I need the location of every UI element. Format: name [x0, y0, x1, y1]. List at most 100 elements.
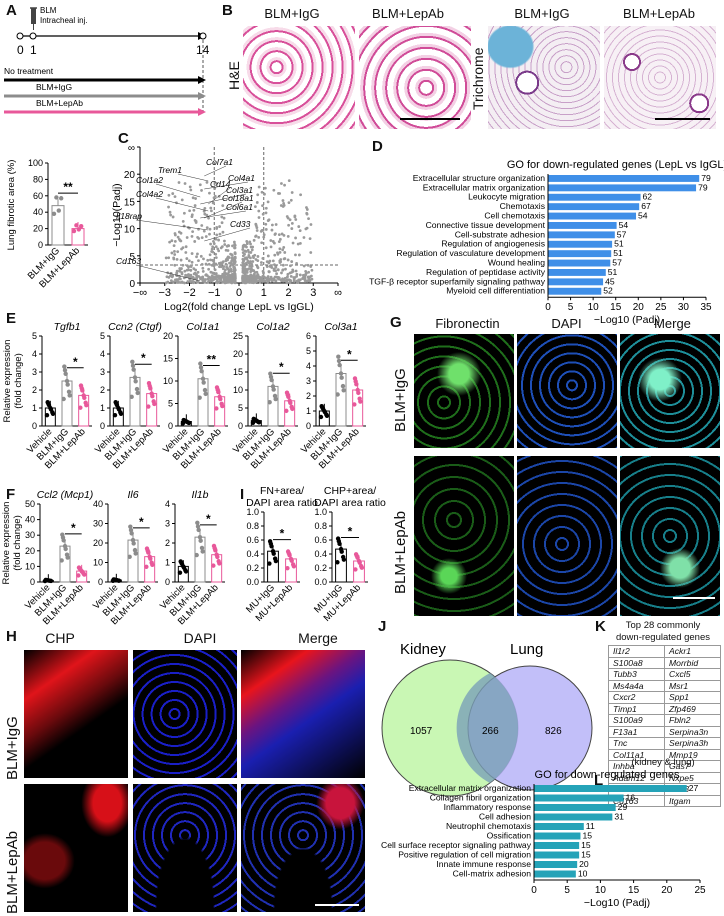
- volcano-point: [256, 274, 260, 278]
- scale-bar-g: [673, 597, 715, 599]
- volcano-point: [209, 279, 213, 283]
- tick-day-1: 1: [30, 43, 37, 57]
- volcano-point: [247, 253, 251, 257]
- gene-cell: Timp1: [608, 702, 665, 715]
- bar: [59, 545, 71, 583]
- volcano-point: [170, 239, 174, 243]
- data-point: [340, 554, 346, 560]
- y-tick-label: 4: [165, 499, 170, 509]
- volcano-point: [214, 256, 218, 260]
- volcano-point: [209, 270, 213, 274]
- y-tick-label: 0.2: [314, 563, 327, 573]
- volcano-point: [249, 264, 253, 268]
- y-tick-label: 0.6: [246, 535, 259, 545]
- gene-cell: Morrbid: [664, 656, 721, 669]
- volcano-point: [191, 230, 195, 234]
- volcano-point: [281, 263, 285, 267]
- significance-marker: *: [73, 355, 78, 369]
- volcano-point: [308, 237, 312, 240]
- y-tick-label: 4: [306, 361, 311, 371]
- volcano-point: [181, 246, 185, 250]
- chart-title: CHP+area/: [324, 485, 376, 497]
- data-point: [76, 227, 82, 232]
- x-tick-label: 5: [564, 885, 570, 896]
- gene-label-leader: [135, 264, 201, 282]
- data-point: [67, 393, 72, 398]
- volcano-point: [215, 225, 219, 229]
- volcano-point: [215, 233, 219, 237]
- volcano-point: [194, 219, 198, 223]
- go-gene-count: 79: [701, 173, 711, 183]
- data-point: [353, 567, 358, 572]
- volcano-point: [184, 251, 188, 254]
- h-image-chp-lepab: [24, 784, 128, 912]
- data-point: [195, 520, 200, 525]
- volcano-point: [218, 280, 222, 283]
- go-term-label: Collagen fibril organization: [430, 793, 531, 803]
- gene-cell: Ms4a4a: [608, 679, 665, 692]
- data-point: [129, 394, 134, 400]
- bar: [267, 385, 279, 427]
- volcano-point: [196, 252, 199, 256]
- volcano-point: [211, 245, 215, 249]
- volcano-point: [183, 269, 187, 273]
- volcano-point: [265, 260, 269, 264]
- k-title-line2: down-regulated genes: [615, 632, 710, 643]
- volcano-point: [187, 268, 190, 272]
- data-point: [217, 394, 222, 399]
- volcano-point: [227, 270, 231, 274]
- gene-label: Col6a1: [226, 202, 253, 212]
- gene-table: Il1r2 Ackr1 S100a8 Morrbid Tubb3 Cxcl5 Ms4a4a M…: [608, 645, 721, 807]
- data-point: [285, 549, 291, 554]
- volcano-point: [286, 275, 289, 279]
- bar: [78, 394, 90, 427]
- volcano-point: [211, 258, 215, 262]
- volcano-point: [255, 265, 259, 268]
- y-tick-label: 5: [32, 331, 37, 341]
- significance-marker: *: [279, 360, 284, 374]
- volcano-point: [203, 212, 207, 216]
- gene-label-leader: [177, 173, 209, 182]
- data-point: [45, 400, 50, 405]
- data-point: [146, 404, 151, 409]
- data-point: [66, 389, 72, 394]
- data-point: [65, 382, 70, 387]
- gene-table-row: Adam12 Nxpe5: [608, 771, 721, 784]
- panel-letter-h: H: [6, 628, 17, 645]
- gene-label: Il18rap: [116, 211, 142, 221]
- volcano-point: [252, 281, 256, 285]
- volcano-point: [192, 267, 196, 271]
- y-tick-label: 5: [306, 346, 311, 356]
- volcano-point: [270, 228, 274, 232]
- data-point: [64, 552, 70, 557]
- data-point: [338, 371, 344, 376]
- data-point: [251, 416, 256, 422]
- data-point: [211, 563, 216, 568]
- g-row-label-igg: BLM+IgG: [392, 368, 409, 432]
- volcano-point: [288, 278, 292, 282]
- x-tick-label: 25: [694, 885, 706, 896]
- volcano-point: [241, 254, 245, 258]
- x-tick-label: 20: [661, 885, 673, 896]
- go-term-label: Wound healing: [488, 258, 545, 268]
- y-tick-label: 10: [163, 376, 173, 386]
- data-point: [198, 361, 203, 366]
- volcano-point: [277, 240, 281, 243]
- y-tick-label: 0: [306, 421, 311, 431]
- data-point: [336, 354, 341, 359]
- volcano-point: [271, 240, 275, 243]
- x-axis-label: Log2(fold change LepL vs IgGL): [164, 301, 314, 313]
- y-tick-label: 1.0: [246, 507, 259, 517]
- bar: [197, 378, 209, 427]
- h-title-dapi: DAPI: [183, 630, 217, 646]
- gene-cell: Nxpe5: [664, 771, 721, 784]
- go-bar: [548, 269, 606, 276]
- data-point: [132, 547, 138, 553]
- volcano-point: [226, 272, 230, 276]
- volcano-point: [192, 280, 196, 284]
- g-row-label-lepab: BLM+LepAb: [392, 511, 409, 594]
- bar: [194, 536, 206, 583]
- g-image-merge-igg: [620, 334, 720, 448]
- volcano-point: [264, 206, 268, 210]
- volcano-point: [218, 277, 221, 281]
